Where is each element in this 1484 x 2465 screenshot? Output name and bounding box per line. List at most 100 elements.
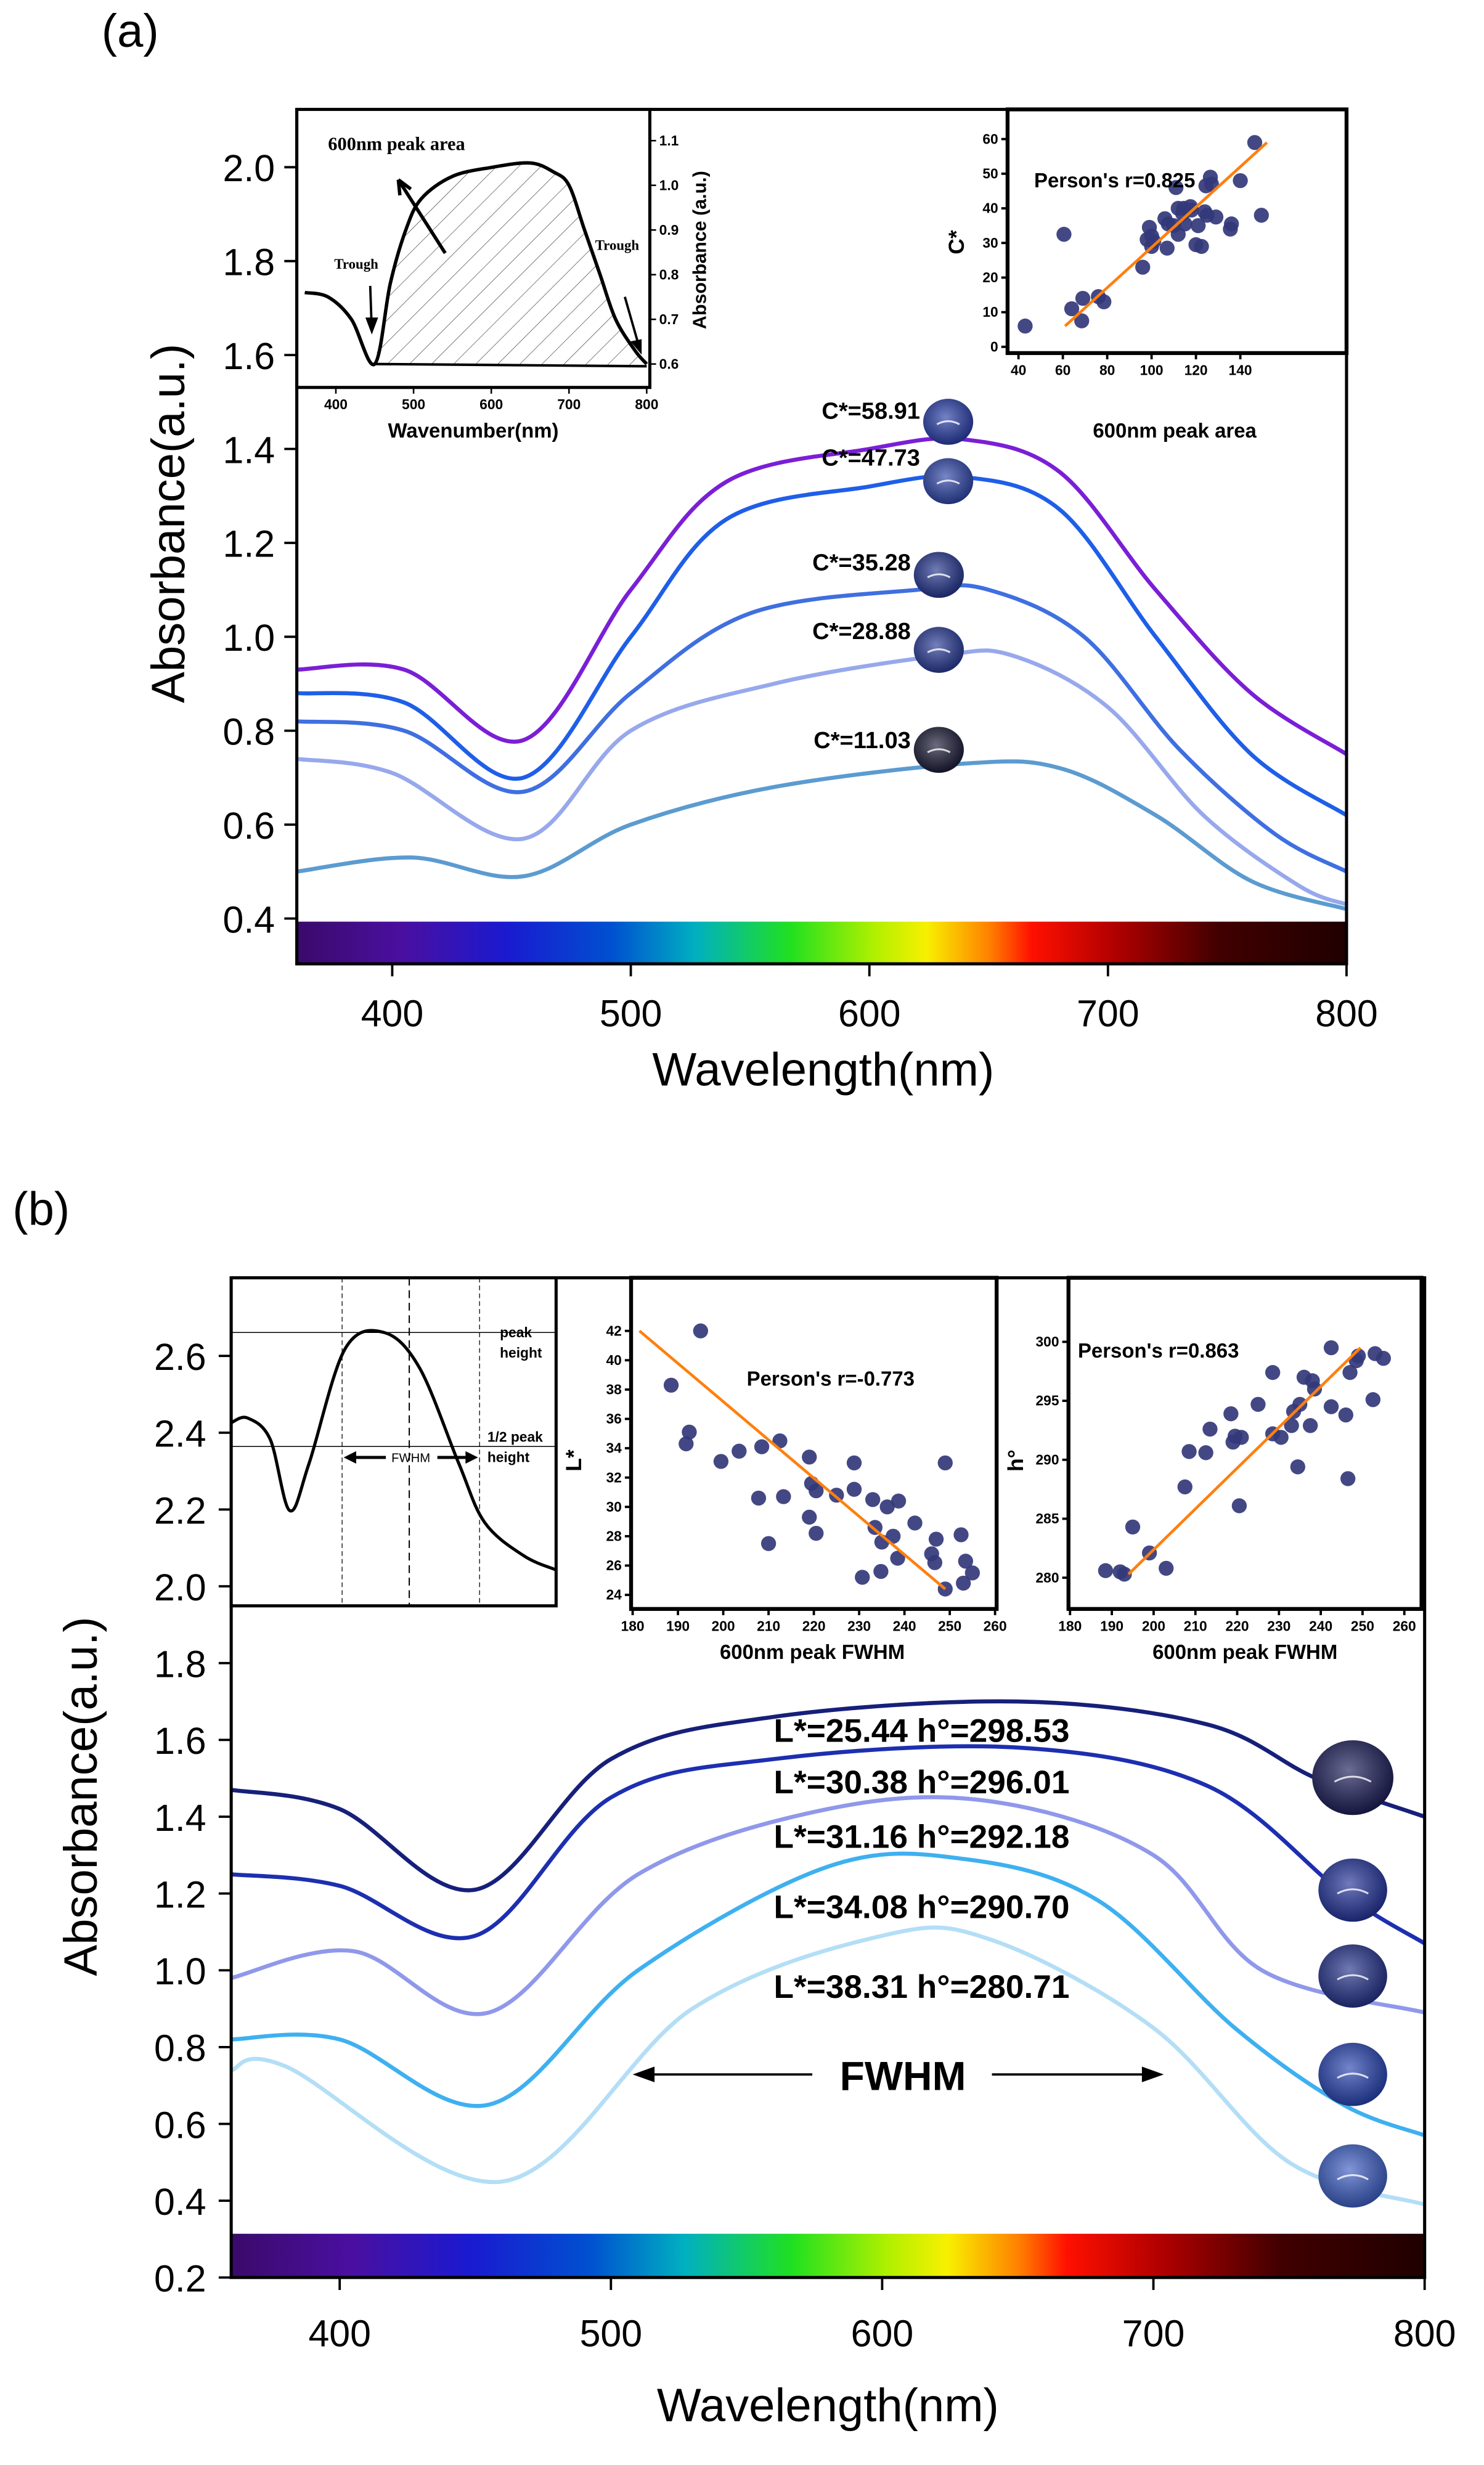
scatter-point: [1075, 290, 1091, 306]
scatter-point: [1365, 1392, 1381, 1408]
series-label: L*=38.31 h°=280.71: [774, 1969, 1070, 2005]
x-tick-label: 210: [1184, 1618, 1207, 1634]
scatter-point: [1064, 301, 1080, 317]
x-tick-label: 600: [851, 2312, 914, 2354]
x-tick-label: 190: [666, 1618, 690, 1634]
correlation-label: Person's r=-0.773: [747, 1367, 915, 1390]
gem-shading: [1312, 1740, 1393, 1815]
scatter-point: [663, 1377, 679, 1393]
fwhm-label: FWHM: [391, 1452, 430, 1465]
y-tick-label: 38: [606, 1381, 621, 1397]
x-tick-label: 700: [1077, 992, 1139, 1034]
y-tick-label: 0.9: [659, 222, 679, 238]
gem-highlight: [1337, 1888, 1369, 1895]
x-tick-label: 400: [361, 992, 423, 1034]
series-label: L*=30.38 h°=296.01: [774, 1764, 1070, 1801]
scatter-point: [751, 1490, 767, 1506]
y-axis-title: L*: [561, 1449, 586, 1472]
y-tick-label: 0.8: [154, 2027, 206, 2069]
scatter-point: [1202, 1421, 1218, 1437]
gem-highlight: [927, 648, 951, 653]
y-tick-label: 36: [606, 1411, 621, 1427]
x-axis-title: 600nm peak area: [1093, 419, 1257, 442]
scatter-point: [855, 1570, 870, 1585]
x-axis-title: 600nm peak FWHM: [1152, 1640, 1337, 1663]
x-tick-label: 210: [757, 1618, 780, 1634]
scatter-point: [891, 1493, 907, 1509]
scatter-point: [713, 1454, 729, 1469]
y-tick-label: 1.8: [223, 242, 275, 283]
scatter-point: [754, 1439, 770, 1454]
y-axis-title: h°: [1003, 1449, 1028, 1472]
series-line-3: [296, 648, 1348, 907]
half-peak-label: 1/2 peak: [487, 1429, 543, 1445]
y-tick-label: 1.0: [659, 177, 679, 193]
x-tick-label: 800: [635, 396, 658, 412]
y-axis-title: Absorbance(a.u.): [55, 1616, 107, 1976]
x-tick-label: 240: [1309, 1618, 1332, 1634]
trough-label: Trough: [595, 238, 640, 253]
x-tick-label: 240: [893, 1618, 916, 1634]
scatter-point: [1224, 216, 1239, 232]
y-tick-label: 1.4: [223, 429, 275, 471]
panel-b: 400 500 600 700 800 0.2 0.4 0.6 0.8 1.0 1.2 1.4 1.6 1…: [55, 1276, 1456, 2432]
scatter-point: [886, 1528, 901, 1544]
y-tick-label: 50: [982, 165, 998, 181]
scatter-point: [1096, 294, 1112, 309]
scatter-point: [1292, 1396, 1308, 1412]
y-tick-label: 42: [606, 1322, 621, 1338]
scatter-point: [1125, 1519, 1141, 1535]
scatter-point: [1265, 1365, 1281, 1380]
scatter-point: [1159, 1560, 1174, 1576]
scatter-point: [1056, 227, 1072, 242]
panel-label-a: (a): [102, 5, 159, 57]
x-tick-label: 250: [938, 1618, 961, 1634]
series-line-1: [296, 473, 1348, 817]
x-tick-label: 500: [600, 992, 662, 1034]
scatter-point: [1247, 135, 1263, 150]
series-label: L*=25.44 h°=298.53: [774, 1713, 1070, 1749]
fit-line: [638, 1329, 947, 1591]
panel-a: 400 500 600 700 8000.40.60.81.01.21.41.61.82…: [142, 107, 1378, 1096]
x-tick-label: 200: [712, 1618, 735, 1634]
series-line-0: [230, 1699, 1425, 1893]
y-tick-label: 0.8: [223, 711, 275, 753]
gem-highlight: [927, 573, 951, 579]
x-tick-label: 230: [847, 1618, 871, 1634]
x-tick-label: 120: [1184, 362, 1208, 378]
scatter-point: [1223, 1406, 1239, 1422]
x-tick-label: 200: [1142, 1618, 1165, 1634]
y-tick-label: 40: [982, 200, 998, 216]
series-label: L*=34.08 h°=290.70: [774, 1889, 1070, 1926]
x-tick-label: 180: [621, 1618, 645, 1634]
y-tick-label: 1.8: [154, 1644, 206, 1685]
y-tick-label: 2.0: [154, 1567, 206, 1608]
y-tick-label: 285: [1036, 1510, 1059, 1526]
scatter-point: [732, 1443, 747, 1459]
scatter-point: [1234, 1430, 1249, 1445]
scatter-point: [802, 1449, 817, 1465]
arrow-icon: [624, 296, 642, 355]
gem-photo: [923, 399, 974, 445]
scatter-point: [1284, 1418, 1299, 1433]
x-tick-label: 700: [557, 396, 581, 412]
y-tick-label: 24: [606, 1587, 622, 1603]
scatter-point: [1254, 208, 1269, 223]
scatter-point: [927, 1555, 943, 1570]
gem-highlight: [1337, 2072, 1369, 2079]
gem-photo: [923, 458, 974, 505]
x-tick-label: 400: [308, 2312, 371, 2354]
scatter-point: [1168, 180, 1184, 195]
y-tick-label: 2.4: [154, 1413, 206, 1455]
x-tick-label: 400: [324, 396, 348, 412]
scatter-point: [865, 1492, 881, 1507]
scatter-point: [679, 1436, 694, 1452]
scatter-point: [1098, 1563, 1114, 1578]
y-tick-label: 60: [982, 131, 998, 147]
scatter-point: [1177, 1479, 1192, 1494]
inset-curve: [304, 161, 648, 367]
scatter-point: [1181, 1444, 1197, 1459]
y-tick-label: 26: [606, 1557, 621, 1573]
series-label: C*=35.28: [812, 550, 911, 576]
spectrum-colorbar: [296, 921, 1347, 964]
